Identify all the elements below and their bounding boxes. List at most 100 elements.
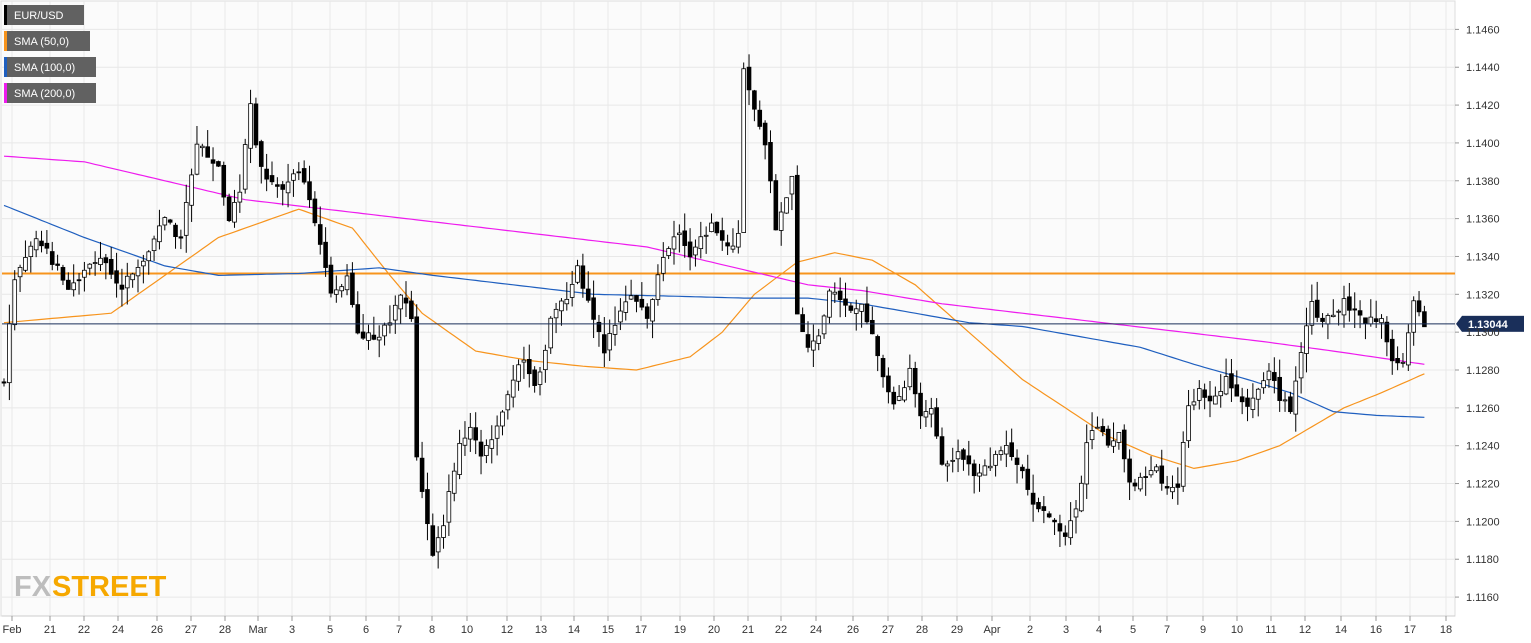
candle [157,209,162,250]
candle [1234,370,1240,397]
x-tick-label: 7 [396,624,402,636]
candle [1395,346,1400,371]
candle [623,285,629,321]
candle [280,181,286,206]
candle [339,283,344,298]
x-tick-label: 24 [112,624,124,636]
candle [1062,525,1068,546]
x-tick-label: 8 [429,624,435,636]
candle [1422,305,1427,328]
candle [891,386,897,410]
candle [1014,449,1020,484]
plot-background [0,0,1456,617]
y-axis: 1.1460 1.1440 1.1420 1.1400 1.1380 1.1360 1.13… [1455,24,1500,604]
candle [1132,478,1138,492]
candle [778,202,784,246]
candle [966,440,972,476]
candle [92,251,98,276]
candle [1282,391,1288,412]
candle [848,302,854,313]
y-tick-label: 1.1300 [1466,327,1500,339]
candle [194,125,200,176]
candle [1202,383,1207,410]
candle [478,429,484,475]
x-tick-label: 12 [501,624,513,636]
legend-label: SMA (50,0) [14,36,69,48]
candle [173,222,178,249]
x-tick-label: 28 [916,624,928,636]
candle [1400,353,1406,368]
candle [98,241,103,272]
candle [1245,388,1250,422]
x-tick-label: Feb [3,624,22,636]
x-tick-label: 16 [1370,624,1382,636]
x-tick-label: 22 [78,624,90,636]
x-tick-label: 4 [1096,624,1102,636]
candle [1127,449,1132,501]
candle [1030,474,1036,522]
candle [934,398,939,439]
candle [489,425,495,464]
candle [987,447,993,471]
candle [221,161,227,206]
candle [1138,472,1143,492]
candle [505,390,511,420]
candle [71,264,76,297]
candle [1068,502,1073,545]
candle [870,306,875,335]
x-tick-label: 24 [810,624,822,636]
candle [216,160,221,168]
candle [768,130,773,194]
candle [698,221,704,259]
candle [1213,386,1218,405]
candle [39,230,44,253]
svg-text:STREET: STREET [52,571,167,603]
candle [1304,307,1309,373]
x-tick-label: 10 [1231,624,1243,636]
candle [457,429,462,480]
candle [12,270,18,331]
legend-label: SMA (200,0) [14,88,75,100]
candle [660,242,666,282]
candle [1105,425,1111,448]
y-tick-label: 1.1420 [1466,100,1500,112]
x-tick-label: 2 [1027,624,1033,636]
candle [526,344,532,388]
x-tick-label: 21 [742,624,754,636]
candle [923,399,929,428]
candle [918,382,923,429]
candle [76,273,82,295]
candle [559,298,564,326]
x-tick-label: 28 [219,624,231,636]
candle [580,253,586,298]
x-tick-label: Apr [983,624,1000,636]
candle [1363,317,1368,340]
candle [1154,464,1159,474]
candle [425,472,430,541]
x-tick-label: 27 [882,624,894,636]
candle [462,421,468,456]
candle [430,513,436,557]
y-tick-label: 1.1360 [1466,214,1500,226]
candle [827,288,832,324]
candle [210,147,216,182]
x-tick-label: 26 [151,624,163,636]
candle [741,62,746,233]
candle [1341,285,1347,328]
candle [993,450,998,477]
candle [639,282,645,311]
candle [285,163,291,208]
y-tick-label: 1.1340 [1466,251,1500,263]
candle [521,346,527,379]
candle [682,213,688,258]
candle [28,241,34,273]
sma-50-line [3,208,1425,470]
candle [296,162,302,181]
candle [344,264,350,296]
candle [1009,428,1014,461]
candle [323,227,328,277]
legend-label: EUR/USD [14,10,64,22]
candle [762,120,768,160]
legend-item: EUR/USD [4,5,84,25]
candle [189,168,194,222]
